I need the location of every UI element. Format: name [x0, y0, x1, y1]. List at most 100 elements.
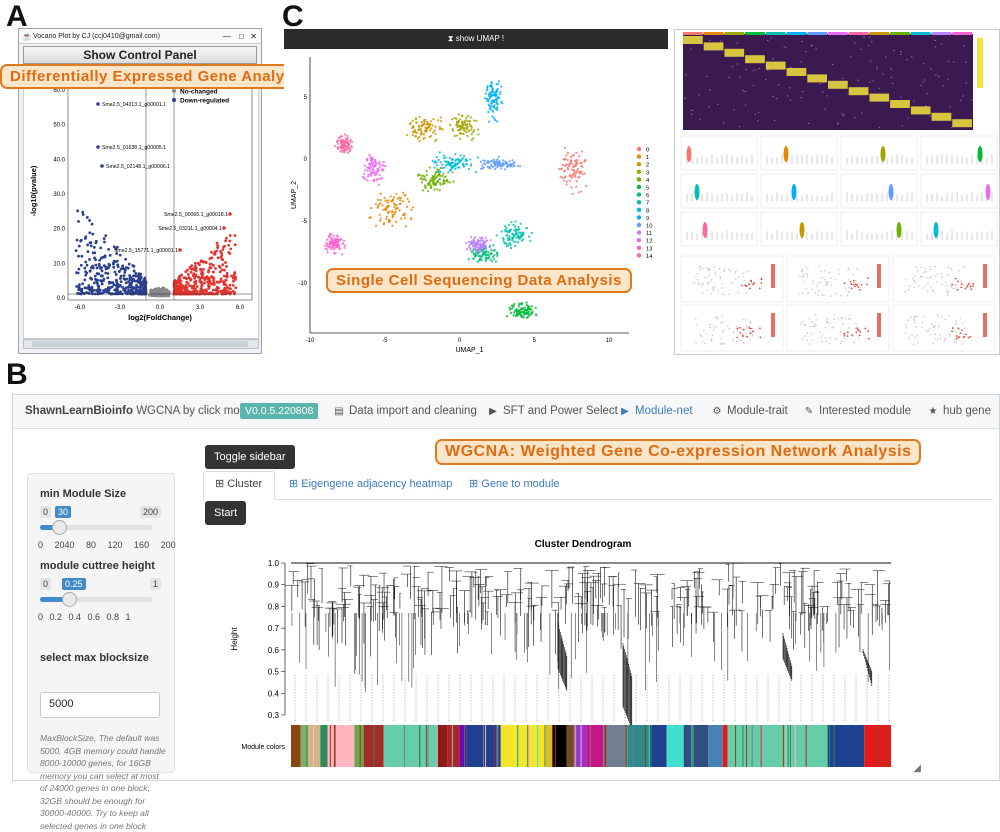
- feature-point: [913, 286, 916, 289]
- x-tick-label: 5: [533, 338, 537, 344]
- umap-point: [580, 150, 584, 153]
- feature-point: [712, 289, 714, 292]
- feature-point: [698, 283, 700, 286]
- legend-entry: 11: [646, 231, 652, 237]
- umap-point: [376, 162, 380, 165]
- cuttree-slider[interactable]: [40, 597, 152, 602]
- feature-point: [930, 333, 932, 336]
- tab-eigengene[interactable]: ⊞ Eigengene adjacency heatmap: [289, 477, 452, 490]
- umap-point: [390, 200, 393, 203]
- tab-cluster[interactable]: ⊞ Cluster: [215, 477, 262, 490]
- feature-point: [856, 284, 858, 287]
- umap-point: [517, 225, 520, 229]
- min-module-slider-handle[interactable]: [52, 520, 67, 535]
- feature-point: [708, 326, 711, 329]
- volcano-point: [108, 253, 112, 257]
- volcano-point: [138, 277, 142, 280]
- umap-point: [367, 162, 371, 165]
- volcano-point: [229, 287, 232, 291]
- cuttree-label: module cuttree height: [40, 560, 155, 572]
- feature-point: [700, 283, 703, 286]
- feature-point: [852, 273, 855, 276]
- feature-point: [956, 289, 959, 291]
- heatmap-speck: [766, 69, 769, 71]
- heatmap-speck: [922, 81, 925, 83]
- feature-point: [760, 282, 763, 284]
- feature-point: [961, 322, 964, 324]
- umap-point: [575, 169, 579, 172]
- volcano-point: [212, 276, 216, 280]
- feature-point: [833, 314, 836, 316]
- y-tick-label: 0: [304, 157, 308, 163]
- nav-module-trait[interactable]: ⚙ Module-trait: [711, 405, 788, 417]
- minimize-button[interactable]: —: [223, 32, 231, 41]
- heatmap-speck: [706, 75, 708, 77]
- umap-point: [456, 157, 459, 160]
- start-button[interactable]: Start: [205, 501, 247, 525]
- nav-data-import[interactable]: ▤ Data import and cleaning: [333, 405, 477, 417]
- feature-point: [845, 318, 847, 320]
- heatmap-speck: [971, 99, 974, 101]
- brand[interactable]: ShawnLearnBioinfo WGCNA by click mouse: [25, 405, 258, 417]
- feature-point: [710, 293, 712, 295]
- min-module-slider[interactable]: [40, 525, 152, 530]
- feature-point: [819, 281, 822, 284]
- nav-interested-module[interactable]: ✎ Interested module: [803, 405, 911, 417]
- umap-point: [474, 249, 478, 252]
- heatmap-block: [765, 61, 786, 70]
- nav-sft[interactable]: ▶ SFT and Power Select: [487, 405, 618, 417]
- volcano-point: [143, 290, 147, 294]
- slider-value: 0.25: [62, 578, 86, 590]
- module-color-block: [566, 725, 574, 767]
- umap-point: [404, 194, 407, 197]
- feature-point: [969, 335, 972, 338]
- module-color-stripe: [527, 725, 529, 767]
- heatmap-block: [890, 100, 910, 108]
- volcano-point: [161, 289, 165, 292]
- volcano-point: [224, 239, 228, 243]
- show-umap-button[interactable]: ⧗ show UMAP !: [284, 29, 668, 49]
- play-circle-icon: ▶: [489, 406, 497, 417]
- module-color-block: [708, 725, 723, 767]
- maximize-button[interactable]: □: [239, 32, 244, 41]
- feature-point: [750, 280, 753, 283]
- tab-gene-to-module[interactable]: ⊞ Gene to module: [469, 477, 560, 490]
- volcano-point: [88, 241, 92, 245]
- feature-point: [713, 285, 716, 288]
- close-button[interactable]: ✕: [250, 32, 257, 41]
- heatmap-speck: [884, 56, 887, 58]
- y-tick-label: 0.6: [268, 646, 280, 655]
- feature-point: [698, 266, 701, 269]
- umap-point: [462, 155, 466, 158]
- feature-point: [805, 288, 808, 290]
- umap-point: [437, 169, 441, 172]
- cuttree-slider-handle[interactable]: [62, 592, 77, 607]
- feature-point: [735, 270, 737, 273]
- volcano-point: [130, 292, 134, 296]
- horizontal-scrollbar[interactable]: [23, 339, 259, 349]
- umap-point: [370, 158, 373, 161]
- nav-hub-gene[interactable]: ★ hub gene: [927, 405, 991, 417]
- umap-point: [346, 151, 350, 154]
- scrollbar-thumb[interactable]: [32, 341, 248, 347]
- umap-point: [346, 134, 349, 137]
- volcano-point: [114, 273, 118, 276]
- toggle-sidebar-button[interactable]: Toggle sidebar: [205, 445, 295, 469]
- slider-value: 30: [55, 506, 72, 518]
- umap-point: [514, 233, 517, 236]
- volcano-point: [129, 281, 133, 285]
- volcano-point: [207, 269, 211, 272]
- umap-point: [366, 169, 369, 172]
- gene-label: Sme2.5_00065.1_g00018.1: [164, 212, 228, 218]
- umap-point: [378, 163, 382, 166]
- feature-point: [847, 318, 850, 320]
- umap-point: [520, 234, 523, 237]
- show-control-panel-button[interactable]: Show Control Panel: [23, 46, 257, 64]
- resize-handle-icon[interactable]: ◢: [913, 763, 921, 774]
- umap-point: [525, 309, 528, 312]
- y-tick-label: 0.7: [268, 624, 280, 633]
- slider-max: 200: [140, 506, 162, 518]
- volcano-point: [209, 266, 213, 270]
- nav-module-net[interactable]: ▶ Module-net: [619, 405, 692, 417]
- blocksize-input[interactable]: 5000: [40, 692, 160, 718]
